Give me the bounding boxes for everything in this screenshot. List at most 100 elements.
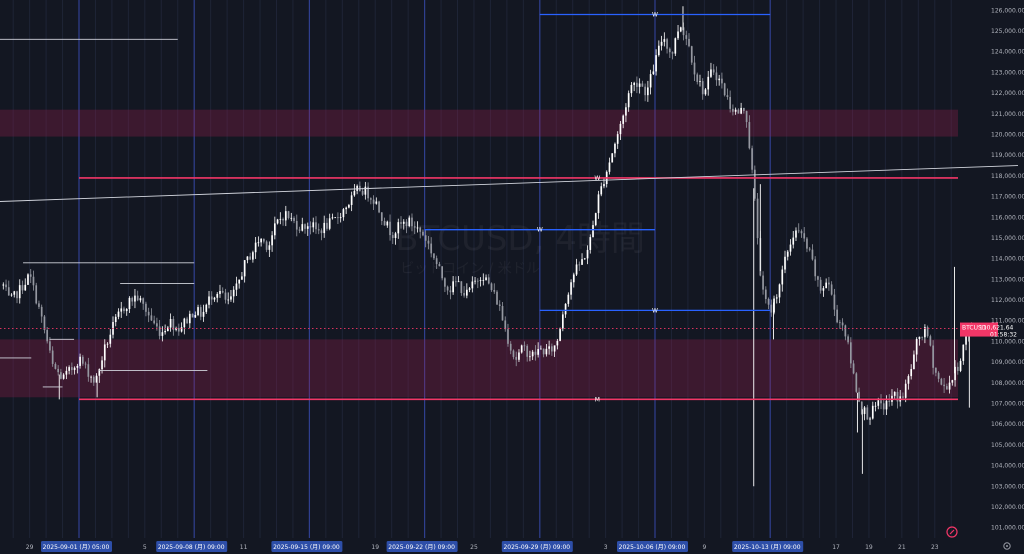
candle-body [287, 211, 290, 218]
candle-body [529, 356, 531, 358]
candle-body [243, 260, 246, 277]
price-axis-tick-label: 120,000.00 [991, 132, 1024, 139]
candle-body [468, 288, 471, 290]
price-axis-tick-label: 126,000.00 [991, 7, 1024, 14]
time-axis-date-tag[interactable] [41, 541, 112, 552]
candle-body [306, 226, 309, 229]
candle-body [715, 72, 718, 81]
trendline[interactable] [0, 165, 1019, 203]
level-mark-label: W [652, 11, 658, 18]
candle-body [219, 291, 221, 294]
candle-body [655, 55, 657, 72]
candle-body [213, 297, 216, 300]
candle-body [293, 217, 295, 221]
price-tag-symbol: BTCUSD [962, 325, 987, 332]
candle-body [68, 367, 70, 371]
candle-body [880, 400, 882, 404]
candle-body [647, 87, 649, 96]
candle-body [7, 287, 10, 296]
candle-body [326, 222, 328, 229]
candle-body [10, 294, 13, 296]
price-axis-tick-label: 104,000.00 [991, 463, 1024, 470]
candle-body [921, 336, 924, 338]
price-axis-tick-label: 116,000.00 [991, 214, 1024, 221]
candle-body [608, 162, 611, 172]
time-axis-date-tag-label: 2025-10-13 (月) 09:00 [734, 544, 801, 551]
candle-body [943, 384, 945, 387]
candle-body [636, 82, 638, 87]
horizontal-levels[interactable]: W M W W W [0, 11, 958, 403]
candle-body [397, 222, 400, 234]
time-axis-date-tag[interactable] [386, 541, 458, 552]
last-price-tag: BTCUSD 110,621.64 01:58:32 [960, 322, 1017, 339]
candle-body [534, 351, 537, 355]
settings-gear-icon[interactable] [1003, 542, 1011, 550]
price-axis-tick-label: 117,000.00 [991, 194, 1024, 201]
candle-body [139, 298, 142, 301]
time-axis-date-tag[interactable] [271, 541, 343, 552]
candle-body [482, 280, 485, 281]
candle-body [965, 334, 967, 345]
candle-body [32, 276, 35, 286]
candle-body [918, 336, 921, 340]
candle-body [301, 224, 304, 231]
price-axis[interactable]: 101,000.00 102,000.00 103,000.00 104,000.00… [991, 7, 1024, 531]
candle-body [411, 217, 413, 227]
candle-body [128, 297, 131, 310]
time-axis-day-label: 5 [143, 544, 147, 551]
candle-body [136, 295, 139, 301]
candle-body [208, 296, 210, 305]
time-axis-date-tag[interactable] [501, 541, 573, 552]
trendline-layer[interactable] [0, 165, 1019, 203]
candle-body [926, 327, 929, 337]
candle-body [73, 367, 76, 371]
price-axis-tick-label: 112,000.00 [991, 297, 1024, 304]
candle-body [863, 407, 866, 414]
time-axis-date-tag-label: 2025-09-08 (月) 09:00 [158, 544, 225, 551]
candle-body [811, 249, 814, 260]
candle-body [227, 299, 230, 301]
candle-body [391, 235, 394, 238]
time-axis-date-tag[interactable] [156, 541, 228, 552]
candle-body [109, 334, 112, 344]
time-axis[interactable]: 29511131925273911171921232025-09-01 (月) … [26, 541, 939, 552]
vertical-grid [12, 0, 952, 538]
candle-body [685, 35, 688, 39]
candle-body [652, 71, 655, 75]
candle-body [424, 235, 427, 241]
candle-body [847, 336, 849, 343]
candle-body [578, 264, 581, 266]
alert-icon[interactable] [946, 526, 958, 538]
candle-body [556, 340, 559, 346]
candle-body [512, 350, 515, 357]
candle-body [120, 308, 123, 312]
candle-body [743, 107, 745, 111]
candle-body [197, 307, 199, 316]
watermark-subtitle: ビットコイン / 米ドル [400, 261, 540, 277]
candle-body [625, 107, 627, 116]
candle-body [932, 345, 934, 368]
candle-body [627, 93, 630, 108]
candle-body [622, 115, 625, 124]
candle-body [361, 190, 364, 195]
candle-body [230, 296, 232, 300]
time-axis-date-tag[interactable] [617, 541, 688, 552]
candle-body [707, 76, 710, 90]
candle-body [123, 308, 125, 312]
candle-body [740, 107, 742, 114]
time-axis-date-tag[interactable] [732, 541, 804, 552]
candle-body [795, 230, 797, 238]
candle-body [372, 199, 375, 204]
candle-body [232, 289, 235, 297]
candle-body [400, 222, 402, 224]
candle-body [117, 311, 120, 317]
candle-body [24, 284, 27, 291]
candle-body [701, 81, 704, 95]
candle-body [641, 83, 644, 87]
toolbar-icons[interactable] [946, 526, 1011, 550]
candle-body [38, 303, 40, 307]
candle-body [671, 52, 674, 54]
